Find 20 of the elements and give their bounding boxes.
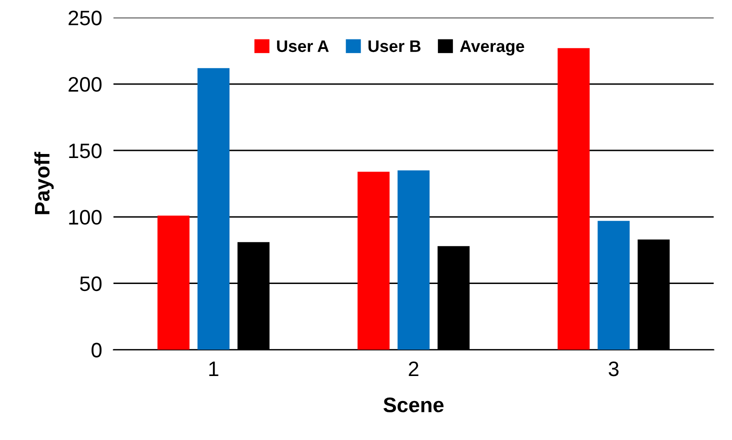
- x-axis-title: Scene: [383, 398, 444, 412]
- legend-label: Average: [460, 40, 524, 56]
- y-tick-label: 250: [68, 10, 102, 26]
- legend-label: User B: [368, 40, 420, 52]
- y-axis-title: Payoff: [34, 152, 54, 214]
- x-tick-label: 3: [608, 361, 619, 376]
- bar: [197, 68, 230, 350]
- bar: [558, 48, 590, 350]
- x-tick-label: 1: [209, 362, 218, 376]
- y-tick-label: 0: [92, 342, 102, 358]
- legend-label: User A: [277, 40, 329, 52]
- y-tick-label: 100: [69, 210, 102, 225]
- y-tick-label: 50: [80, 276, 102, 292]
- bar: [157, 216, 190, 350]
- bar: [398, 170, 430, 350]
- y-tick-label: 200: [68, 77, 102, 92]
- bar: [358, 172, 390, 350]
- y-tick-label: 150: [69, 143, 102, 158]
- bar: [598, 220, 630, 350]
- x-tick-label: 2: [408, 361, 418, 376]
